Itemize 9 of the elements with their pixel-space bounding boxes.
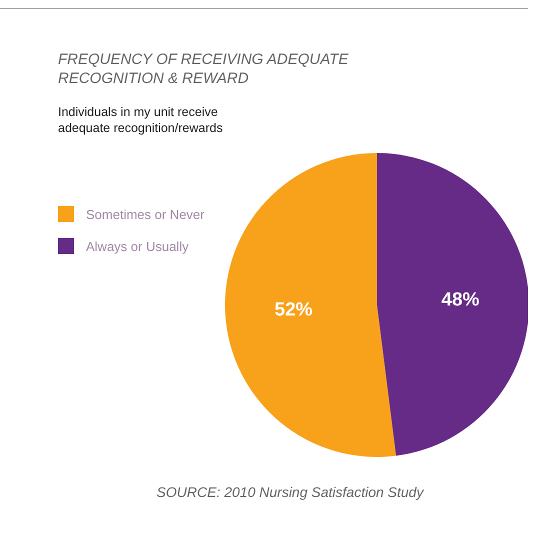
data-label: 52% — [274, 300, 313, 321]
chart-subtitle: Individuals in my unit receive adequate recognition/rewards — [58, 104, 224, 136]
legend-label: Sometimes or Never — [86, 206, 204, 222]
pie-slice — [225, 153, 396, 457]
source-note: SOURCE: 2010 Nursing Satisfaction Study — [156, 484, 425, 500]
pie-slice — [377, 153, 528, 456]
data-label: 48% — [441, 289, 480, 310]
chart-title: FREQUENCY OF RECEIVING ADEQUATE RECOGNITION & REWARD — [58, 50, 350, 88]
legend-label: Always or Usually — [86, 238, 189, 254]
